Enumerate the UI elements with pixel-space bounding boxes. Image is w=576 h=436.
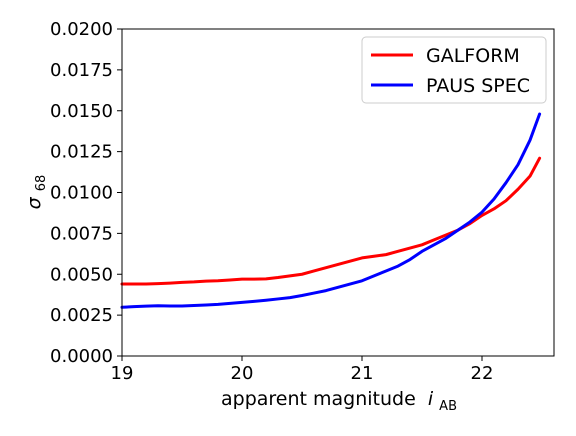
y-tick-label: 0.0050 — [50, 264, 113, 285]
ticks-layer: 19 20 21 22 0.0000 0.0025 0.0050 0.0075 0.0100 0.… — [50, 19, 493, 384]
y-tick-label: 0.0100 — [50, 183, 113, 204]
y-tick-label: 0.0075 — [50, 223, 113, 244]
legend-label-galform: GALFORM — [426, 45, 520, 67]
x-axis-label-symbol: i — [428, 388, 434, 410]
y-tick-label: 0.0200 — [50, 19, 113, 40]
x-axis-label: apparent magnitude i AB — [221, 388, 457, 414]
y-tick-label: 0.0025 — [50, 305, 113, 326]
y-axis-label-subscript: 68 — [34, 175, 49, 192]
y-tick-label: 0.0000 — [50, 346, 113, 367]
legend: GALFORM PAUS SPEC — [361, 36, 547, 104]
x-tick-label: 21 — [351, 363, 374, 384]
x-tick-label: 20 — [231, 363, 254, 384]
y-tick-label: 0.0175 — [50, 60, 113, 81]
x-tick-label: 22 — [471, 363, 494, 384]
y-axis-label: σ 68 — [23, 175, 49, 210]
legend-label-paus-spec: PAUS SPEC — [426, 75, 530, 97]
x-axis-label-text: apparent magnitude — [221, 388, 416, 410]
y-tick-label: 0.0125 — [50, 142, 113, 163]
series-line-paus-spec — [120, 112, 542, 309]
y-axis-label-symbol: σ — [23, 196, 45, 209]
series-layer — [120, 112, 542, 309]
x-axis-label-subscript: AB — [439, 399, 457, 414]
y-tick-label: 0.0150 — [50, 101, 113, 122]
x-tick-label: 19 — [111, 363, 134, 384]
